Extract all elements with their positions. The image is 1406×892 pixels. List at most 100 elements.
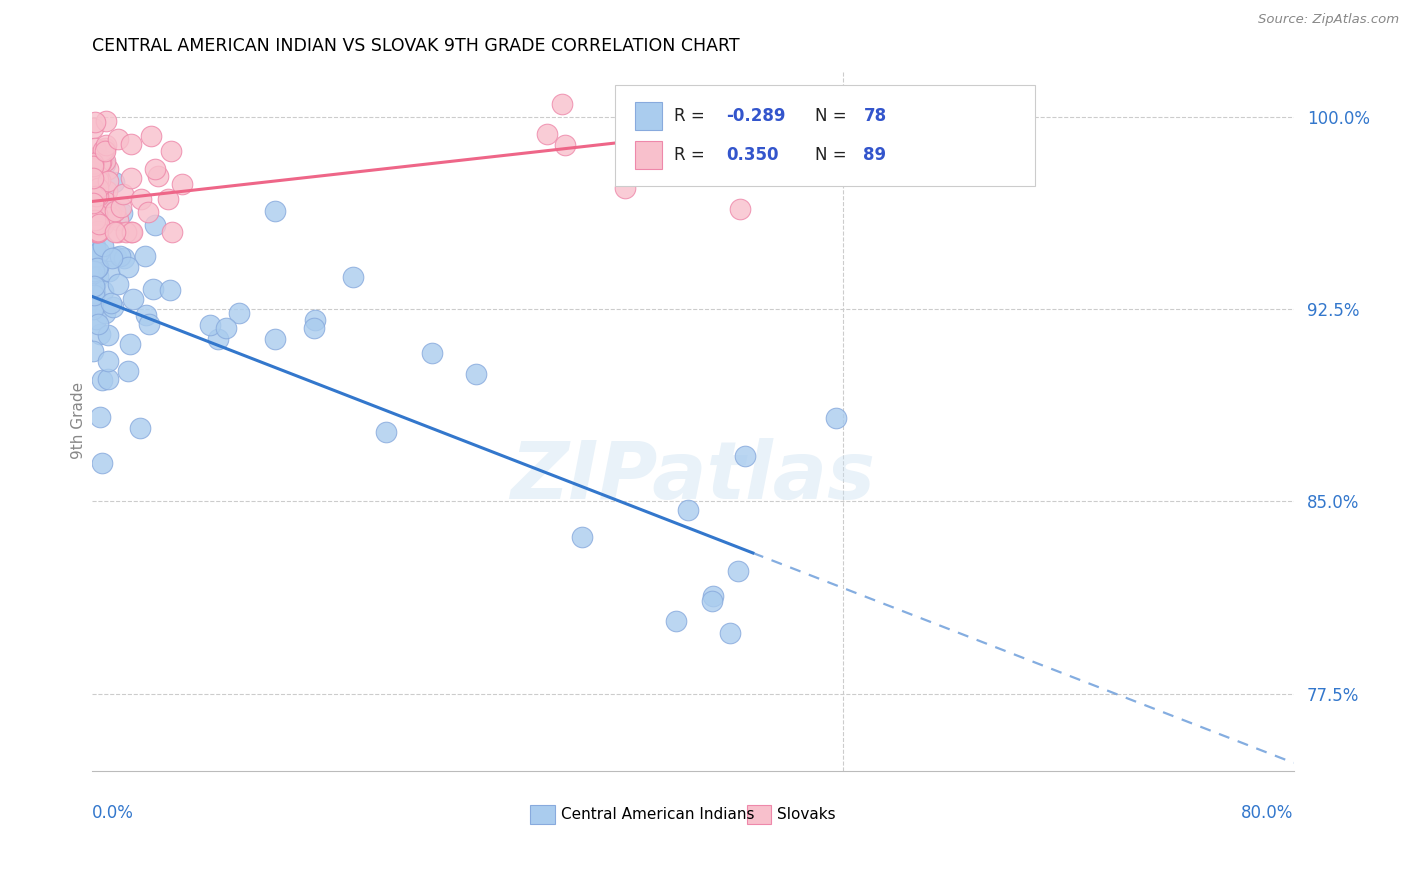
Point bbox=[89, 327, 111, 342]
Point bbox=[91, 148, 114, 162]
Point bbox=[84, 159, 107, 173]
Point bbox=[554, 138, 576, 153]
Point bbox=[87, 260, 110, 274]
Point bbox=[143, 218, 166, 232]
Point bbox=[97, 354, 120, 368]
Point bbox=[112, 251, 135, 265]
Text: 0.0%: 0.0% bbox=[91, 804, 134, 822]
Point bbox=[702, 594, 724, 608]
Point bbox=[120, 337, 142, 351]
Point bbox=[96, 195, 118, 210]
Point bbox=[87, 224, 110, 238]
Y-axis label: 9th Grade: 9th Grade bbox=[72, 382, 86, 459]
Point bbox=[82, 196, 104, 211]
Point bbox=[571, 530, 593, 544]
Point bbox=[86, 225, 108, 239]
Point bbox=[689, 110, 711, 124]
Point bbox=[107, 277, 129, 291]
Point bbox=[121, 225, 143, 239]
Point bbox=[83, 213, 105, 227]
Point bbox=[107, 213, 129, 227]
Point bbox=[82, 164, 104, 178]
Point bbox=[87, 207, 110, 221]
Point bbox=[139, 128, 162, 143]
Point bbox=[83, 286, 105, 301]
Point bbox=[104, 203, 127, 218]
Point bbox=[82, 269, 104, 284]
Point bbox=[83, 299, 105, 313]
Point bbox=[724, 97, 747, 112]
Point bbox=[84, 150, 107, 164]
Point bbox=[122, 293, 145, 307]
Point bbox=[86, 225, 108, 239]
Point bbox=[148, 169, 170, 184]
Point bbox=[87, 225, 110, 239]
Text: Slovaks: Slovaks bbox=[778, 807, 835, 822]
Bar bbox=[636, 141, 661, 169]
Point bbox=[89, 154, 111, 169]
Point bbox=[135, 308, 157, 322]
Point bbox=[734, 449, 756, 463]
Point bbox=[93, 141, 115, 155]
Point bbox=[89, 217, 111, 231]
Point bbox=[86, 225, 108, 239]
Point bbox=[128, 421, 150, 435]
Point bbox=[87, 317, 110, 331]
Point bbox=[824, 411, 846, 425]
Point bbox=[86, 215, 108, 229]
Point bbox=[89, 155, 111, 169]
Point bbox=[97, 328, 120, 343]
Point bbox=[870, 97, 893, 112]
Point bbox=[374, 425, 396, 439]
Point bbox=[91, 144, 114, 158]
Point bbox=[159, 283, 181, 297]
Point bbox=[82, 156, 104, 170]
Point bbox=[728, 202, 751, 216]
Point bbox=[82, 159, 104, 173]
Bar bbox=[636, 103, 661, 130]
Point bbox=[887, 97, 910, 112]
Point bbox=[82, 121, 104, 136]
Point bbox=[91, 284, 114, 298]
Point bbox=[83, 278, 105, 293]
Point bbox=[134, 249, 156, 263]
Point bbox=[215, 320, 238, 334]
Point bbox=[551, 97, 574, 112]
Text: Source: ZipAtlas.com: Source: ZipAtlas.com bbox=[1258, 13, 1399, 27]
Text: R =: R = bbox=[673, 145, 710, 164]
Point bbox=[117, 260, 139, 274]
Point bbox=[97, 162, 120, 177]
Point bbox=[91, 456, 114, 470]
Point bbox=[170, 177, 193, 191]
Point bbox=[84, 218, 107, 232]
Point bbox=[129, 192, 152, 206]
Text: 0.350: 0.350 bbox=[727, 145, 779, 164]
Point bbox=[536, 127, 558, 141]
Point bbox=[200, 318, 222, 332]
Point bbox=[82, 186, 104, 200]
Point bbox=[83, 191, 105, 205]
Point bbox=[84, 189, 107, 203]
Point bbox=[665, 614, 688, 628]
Point bbox=[87, 245, 110, 260]
Point bbox=[342, 269, 364, 284]
Point bbox=[422, 346, 444, 360]
Point bbox=[304, 321, 326, 335]
Text: -0.289: -0.289 bbox=[727, 107, 786, 125]
Bar bbox=[530, 805, 554, 824]
FancyBboxPatch shape bbox=[614, 85, 1035, 186]
Point bbox=[87, 268, 110, 283]
Point bbox=[94, 157, 117, 171]
Point bbox=[107, 131, 129, 145]
Text: CENTRAL AMERICAN INDIAN VS SLOVAK 9TH GRADE CORRELATION CHART: CENTRAL AMERICAN INDIAN VS SLOVAK 9TH GR… bbox=[91, 37, 740, 55]
Point bbox=[264, 332, 287, 346]
Point bbox=[90, 155, 112, 169]
Point bbox=[86, 261, 108, 276]
Point bbox=[827, 97, 849, 112]
Point bbox=[138, 318, 160, 332]
Point bbox=[84, 311, 107, 326]
Point bbox=[727, 564, 749, 578]
Point bbox=[83, 178, 105, 192]
Point bbox=[97, 205, 120, 219]
Point bbox=[121, 225, 143, 239]
